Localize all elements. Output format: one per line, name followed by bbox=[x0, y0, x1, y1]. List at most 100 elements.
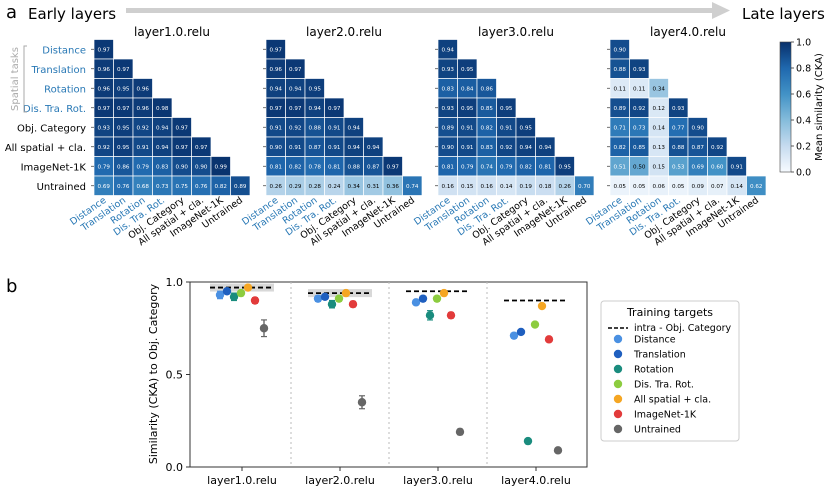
heatmap-cell-value: 0.98 bbox=[156, 106, 169, 112]
y-axis-label: Similarity (CKA) to Obj. Category bbox=[147, 283, 160, 464]
y-tick-label: 0.0 bbox=[166, 461, 184, 474]
heatmap-cell-value: 0.92 bbox=[633, 106, 645, 112]
heatmap-cell-value: 0.88 bbox=[672, 145, 685, 151]
colorbar: Mean similarity (CKA) 1.0 0.8 0.6 0.4 0.2 0.0 bbox=[779, 38, 825, 179]
heatmap-cell-value: 0.90 bbox=[442, 145, 455, 151]
heatmap-cell-value: 0.95 bbox=[500, 106, 513, 112]
heatmap-cell-value: 0.93 bbox=[442, 67, 455, 73]
colorbar-tick-label: 0.0 bbox=[796, 168, 811, 179]
heatmap-cell-value: 0.91 bbox=[461, 145, 474, 151]
data-point bbox=[523, 436, 533, 446]
data-point bbox=[229, 292, 239, 301]
heatmap-cell-value: 0.97 bbox=[270, 47, 283, 53]
heatmap-cell-value: 0.89 bbox=[234, 184, 247, 190]
heatmap-cell-value: 0.14 bbox=[653, 125, 666, 131]
heatmap-cell-value: 0.97 bbox=[176, 125, 189, 131]
heatmap-cell-value: 0.87 bbox=[367, 164, 380, 170]
y-tick-label: 0.5 bbox=[166, 369, 184, 382]
spatial-tasks-label: Spatial tasks bbox=[10, 47, 21, 111]
heatmap-title: layer1.0.relu bbox=[134, 25, 210, 39]
heatmap-cell-value: 0.73 bbox=[633, 125, 646, 131]
heatmap-cell-value: 0.05 bbox=[672, 184, 685, 190]
heatmap-cell bbox=[746, 175, 767, 196]
legend-marker bbox=[613, 409, 623, 419]
heatmap-cell-value: 0.89 bbox=[614, 106, 627, 112]
heatmap-cell-value: 0.95 bbox=[559, 164, 572, 170]
heatmap-cell-value: 0.75 bbox=[176, 184, 189, 190]
panel-label-b: b bbox=[6, 276, 17, 297]
heatmap-2: layer2.0.relu 0.97 0.96 0.97 0.94 0.94 0.95 0.9… bbox=[240, 25, 423, 248]
heatmap-row-labels: Distance Translation Rotation Dis. Tra. Rot… bbox=[5, 45, 87, 193]
heatmap-cell-value: 0.69 bbox=[692, 164, 705, 170]
heatmap-cell-value: 0.82 bbox=[215, 184, 227, 190]
heatmap-cell-value: 0.28 bbox=[309, 184, 322, 190]
row-label: Distance bbox=[42, 45, 86, 56]
heatmap-cell-value: 0.94 bbox=[156, 145, 169, 151]
heatmap-title: layer3.0.relu bbox=[478, 25, 554, 39]
legend-entry: Untrained bbox=[634, 425, 681, 436]
x-tick-label: layer1.0.relu bbox=[207, 474, 277, 487]
legend: Training targets intra - Obj. Category D… bbox=[600, 300, 740, 442]
layer-arrow-shaft bbox=[126, 8, 714, 13]
heatmap-cell-value: 0.19 bbox=[520, 184, 533, 190]
data-point bbox=[320, 292, 330, 301]
heatmap-cell-value: 0.68 bbox=[137, 184, 150, 190]
heatmap-cell-value: 0.14 bbox=[500, 184, 513, 190]
data-point bbox=[509, 331, 519, 340]
heatmap-cell-value: 0.74 bbox=[406, 184, 419, 190]
heatmap-cell-value: 0.99 bbox=[215, 164, 228, 170]
heatmap-cell-value: 0.90 bbox=[692, 125, 705, 131]
heatmap-cell-value: 0.97 bbox=[98, 106, 111, 112]
heatmap-cell-value: 0.11 bbox=[633, 86, 646, 92]
heatmap-cell bbox=[230, 175, 251, 196]
heatmap-cell-value: 0.73 bbox=[156, 184, 169, 190]
heatmap-cell-value: 0.95 bbox=[117, 125, 130, 131]
heatmap-cell-value: 0.26 bbox=[559, 184, 572, 190]
heatmap-cell-value: 0.97 bbox=[117, 67, 130, 73]
heatmap-cell-value: 0.88 bbox=[309, 125, 322, 131]
heatmap-cell-value: 0.07 bbox=[711, 184, 724, 190]
heatmap-cell-value: 0.93 bbox=[442, 106, 455, 112]
data-point bbox=[411, 298, 421, 307]
heatmap-cell-value: 0.88 bbox=[348, 164, 361, 170]
layer-arrow-head bbox=[712, 2, 730, 19]
y-tick-label: 1.0 bbox=[166, 276, 184, 289]
legend-entry: Translation bbox=[633, 350, 686, 361]
heatmap-cell-value: 0.95 bbox=[117, 86, 130, 92]
data-point bbox=[250, 296, 260, 305]
heatmap-cell-value: 0.94 bbox=[309, 106, 322, 112]
heatmap-cell-value: 0.15 bbox=[461, 184, 474, 190]
data-point bbox=[537, 301, 547, 311]
heatmap-cell-value: 0.36 bbox=[387, 184, 400, 190]
heatmap-cell-value: 0.13 bbox=[653, 145, 666, 151]
heatmap-cell-value: 0.69 bbox=[98, 184, 111, 190]
arrow-right-label: Late layers bbox=[742, 5, 825, 23]
heatmap-cell-value: 0.83 bbox=[481, 145, 494, 151]
heatmap-cell-value: 0.60 bbox=[711, 164, 724, 170]
heatmap-cell-value: 0.97 bbox=[289, 67, 302, 73]
x-tick-label: layer4.0.relu bbox=[501, 474, 571, 487]
panel-label-a: a bbox=[6, 2, 17, 23]
data-point bbox=[418, 294, 428, 303]
heatmap-cell-value: 0.94 bbox=[348, 145, 361, 151]
colorbar-tick-label: 1.0 bbox=[796, 38, 811, 49]
heatmap-cell-value: 0.05 bbox=[633, 184, 646, 190]
heatmap-cell-value: 0.90 bbox=[614, 47, 627, 53]
heatmap-cell-value: 0.90 bbox=[195, 164, 208, 170]
data-point bbox=[243, 283, 253, 292]
heatmap-title: layer2.0.relu bbox=[306, 25, 382, 39]
heatmap-cell-value: 0.97 bbox=[117, 106, 130, 112]
heatmap-cell-value: 0.85 bbox=[481, 106, 494, 112]
heatmap-cell-value: 0.24 bbox=[328, 184, 341, 190]
legend-marker bbox=[613, 364, 623, 374]
heatmap-cell-value: 0.82 bbox=[289, 164, 301, 170]
data-point bbox=[327, 300, 337, 309]
row-label: ImageNet-1K bbox=[21, 162, 87, 173]
heatmap-cell-value: 0.90 bbox=[176, 164, 189, 170]
legend-entry: Distance bbox=[634, 335, 676, 346]
heatmap-cell-value: 0.74 bbox=[481, 164, 494, 170]
heatmap-cell-value: 0.82 bbox=[481, 125, 493, 131]
colorbar-tick-label: 0.4 bbox=[796, 116, 811, 127]
heatmap-cell-value: 0.34 bbox=[653, 86, 666, 92]
